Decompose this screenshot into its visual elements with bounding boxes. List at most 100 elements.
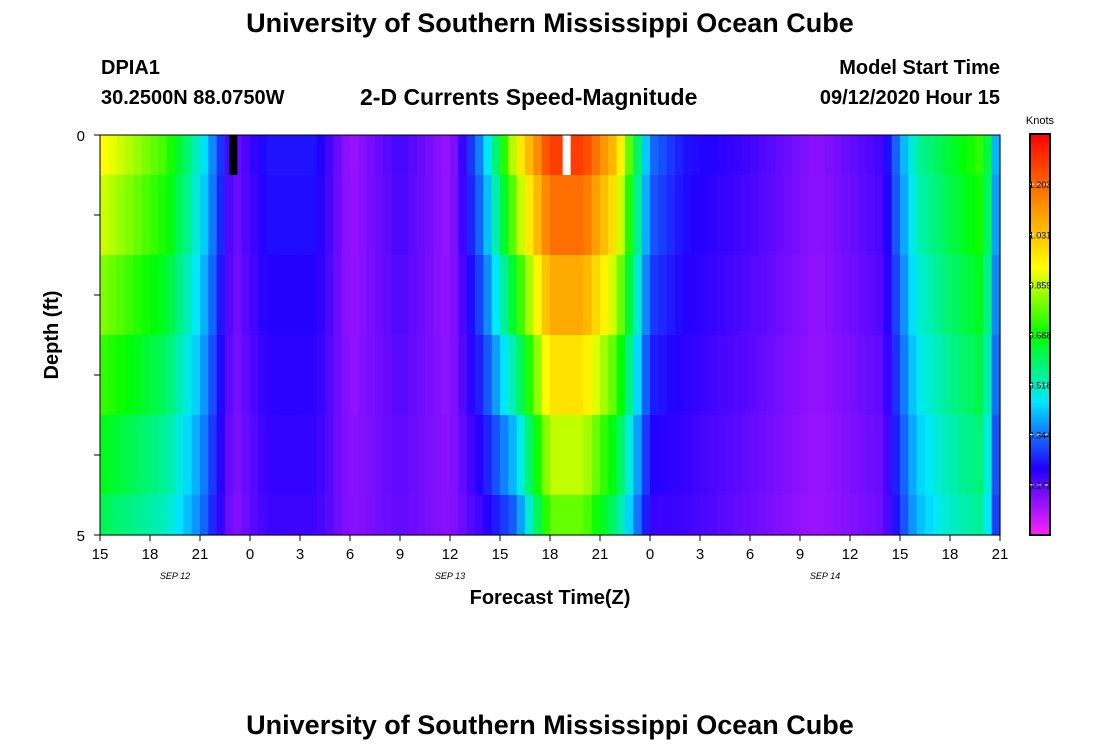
heatmap-cell (925, 135, 934, 176)
heatmap-cell (300, 415, 309, 496)
heatmap-cell (408, 135, 418, 176)
heatmap-cell (791, 255, 801, 336)
heatmap-cell (675, 255, 684, 336)
heatmap-cell (825, 135, 834, 176)
heatmap-cell (950, 135, 959, 176)
heatmap-cell (391, 175, 401, 256)
heatmap-cell (350, 335, 359, 416)
heatmap-cell (208, 335, 218, 416)
heatmap-cell (775, 495, 784, 536)
heatmap-cell (725, 495, 734, 536)
heatmap-cell (833, 135, 843, 176)
x-tick-label: 9 (796, 546, 804, 563)
heatmap-cell (125, 135, 134, 176)
heatmap-cell (100, 495, 109, 536)
heatmap-cell (216, 255, 226, 336)
heatmap-cell (900, 495, 909, 536)
heatmap-cell (608, 495, 618, 536)
heatmap-cell (883, 495, 893, 536)
heatmap-cell (141, 255, 151, 336)
heatmap-cell (166, 135, 176, 176)
heatmap-cell (658, 135, 668, 176)
heatmap-cell (908, 175, 918, 256)
heatmap-cell (433, 175, 443, 256)
heatmap-cell (258, 415, 268, 496)
heatmap-cell (791, 415, 801, 496)
heatmap-cell (750, 255, 759, 336)
heatmap-cell (466, 495, 476, 536)
heatmap-cell (108, 335, 118, 416)
heatmap-cell (533, 335, 543, 416)
heatmap-cell (258, 335, 268, 416)
heatmap-cell (300, 495, 309, 536)
heatmap-cell (791, 175, 801, 256)
heatmap-cell (350, 255, 359, 336)
heatmap-cell (700, 335, 709, 416)
heatmap-cell (541, 495, 551, 536)
heatmap-cell (891, 175, 901, 256)
heatmap-cell (450, 135, 459, 176)
heatmap-cell (650, 175, 659, 256)
heatmap-cell (708, 135, 718, 176)
heatmap-cell (500, 175, 509, 256)
heatmap-cell (725, 175, 734, 256)
heatmap-cell (158, 415, 168, 496)
heatmap-cell (333, 255, 343, 336)
heatmap-cell (725, 335, 734, 416)
missing-data-marker (229, 135, 238, 175)
heatmap-cell (575, 415, 584, 496)
heatmap-cell (266, 415, 276, 496)
heatmap-cell (416, 335, 426, 416)
heatmap-cell (816, 175, 826, 256)
heatmap-cell (266, 135, 276, 176)
heatmap-cell (391, 495, 401, 536)
heatmap-cell (666, 135, 676, 176)
heatmap-cell (150, 335, 159, 416)
heatmap-cell (233, 335, 243, 416)
heatmap-cell (175, 335, 184, 416)
heatmap-cell (716, 255, 726, 336)
page-title: University of Southern Mississippi Ocean… (246, 8, 854, 38)
heatmap-cell (475, 175, 484, 256)
heatmap-cell (100, 255, 109, 336)
heatmap-cell (508, 135, 518, 176)
heatmap-cell (816, 335, 826, 416)
x-tick-label: 18 (542, 546, 559, 563)
heatmap-cell (275, 135, 284, 176)
heatmap-cell (666, 495, 676, 536)
heatmap-cell (741, 255, 751, 336)
heatmap-cell (400, 415, 409, 496)
heatmap-cell (833, 255, 843, 336)
heatmap-cell (416, 175, 426, 256)
heatmap-cell (658, 175, 668, 256)
heatmap-cell (225, 415, 234, 496)
heatmap-cell (350, 415, 359, 496)
heatmap-cell (616, 255, 626, 336)
heatmap-cell (325, 335, 334, 416)
heatmap-cell (225, 495, 234, 536)
heatmap-cell (175, 415, 184, 496)
heatmap-cell (283, 135, 293, 176)
heatmap-cell (533, 175, 543, 256)
heatmap-cell (358, 255, 368, 336)
heatmap-cell (375, 335, 384, 416)
heatmap-cell (466, 135, 476, 176)
heatmap-cell (833, 175, 843, 256)
heatmap-cell (841, 255, 851, 336)
heatmap-cell (208, 135, 218, 176)
heatmap-cell (758, 175, 768, 256)
heatmap-cell (941, 175, 951, 256)
heatmap-cell (391, 255, 401, 336)
heatmap-cell (483, 495, 493, 536)
heatmap-cell (816, 135, 826, 176)
heatmap-cell (758, 335, 768, 416)
heatmap-cell (600, 255, 609, 336)
y-axis-label: Depth (ft) (41, 291, 63, 380)
heatmap-cell (508, 255, 518, 336)
x-tick-label: 9 (396, 546, 404, 563)
heatmap-cell (216, 175, 226, 256)
heatmap-cell (583, 415, 593, 496)
heatmap-cell (550, 495, 559, 536)
heatmap-cell (575, 335, 584, 416)
